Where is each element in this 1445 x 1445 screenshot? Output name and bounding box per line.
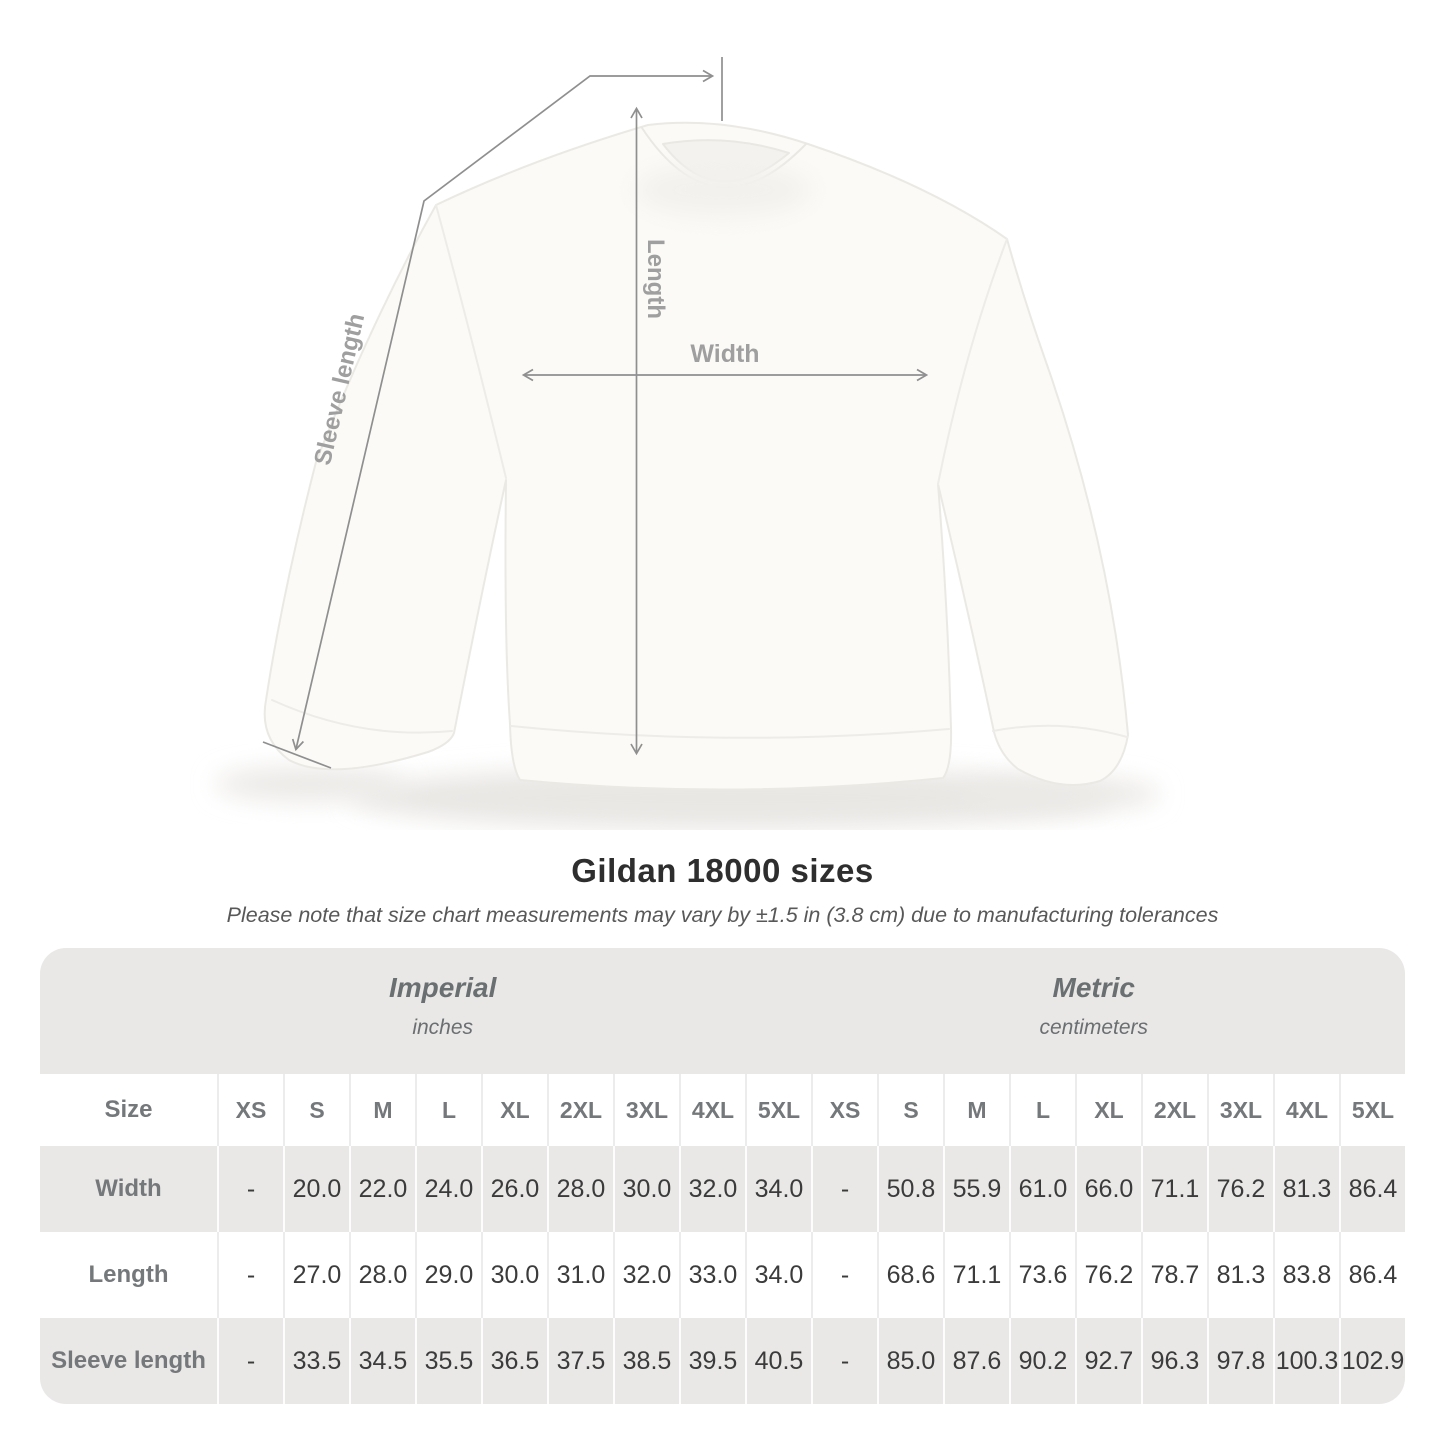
size-header-row: Size XS S M L XL 2XL 3XL 4XL 5XL XS S M L XL 2XL 3XL 4XL 5… xyxy=(40,1074,1405,1146)
imperial-value: 33.0 xyxy=(679,1232,745,1318)
imperial-size-header: XL xyxy=(481,1074,547,1146)
metric-value: 66.0 xyxy=(1075,1146,1141,1232)
metric-value: 85.0 xyxy=(877,1318,943,1404)
metric-value: 76.2 xyxy=(1075,1232,1141,1318)
metric-unit-group: Metric centimeters xyxy=(1039,972,1148,1040)
metric-value: 86.4 xyxy=(1339,1146,1405,1232)
imperial-value: 34.0 xyxy=(745,1232,811,1318)
cuff-tick xyxy=(262,741,332,769)
tolerance-note: Please note that size chart measurements… xyxy=(226,903,1219,927)
units-band: Imperial inches Metric centimeters xyxy=(40,948,1405,1074)
imperial-value: 34.0 xyxy=(745,1146,811,1232)
metric-value: 68.6 xyxy=(877,1232,943,1318)
imperial-value: 28.0 xyxy=(349,1232,415,1318)
imperial-value: - xyxy=(217,1146,283,1232)
metric-value: 102.9 xyxy=(1339,1318,1405,1404)
imperial-value: 40.5 xyxy=(745,1318,811,1404)
imperial-size-header: S xyxy=(283,1074,349,1146)
imperial-size-header: 3XL xyxy=(613,1074,679,1146)
imperial-value: 38.5 xyxy=(613,1318,679,1404)
imperial-value: 30.0 xyxy=(613,1146,679,1232)
imperial-label: Imperial xyxy=(388,972,497,1003)
metric-label: Metric xyxy=(1052,972,1135,1003)
row-label: Length xyxy=(88,1261,169,1288)
table-row: Width -20.0 22.0 24.0 26.0 28.0 30.0 32.0 34.0-5… xyxy=(40,1146,1405,1232)
imperial-value: 20.0 xyxy=(283,1146,349,1232)
metric-size-header: XL xyxy=(1075,1074,1141,1146)
row-label: Sleeve length xyxy=(51,1347,206,1374)
imperial-value: 26.0 xyxy=(481,1146,547,1232)
length-label: Length xyxy=(642,239,669,319)
metric-size-header: 2XL xyxy=(1141,1074,1207,1146)
imperial-value: 32.0 xyxy=(679,1146,745,1232)
imperial-size-header: XS xyxy=(217,1074,283,1146)
imperial-value: 31.0 xyxy=(547,1232,613,1318)
imperial-value: 39.5 xyxy=(679,1318,745,1404)
metric-value: 92.7 xyxy=(1075,1318,1141,1404)
imperial-value: 33.5 xyxy=(283,1318,349,1404)
size-table: Imperial inches Metric centimeters Size X… xyxy=(40,948,1405,1404)
width-label: Width xyxy=(690,340,759,368)
metric-value: 96.3 xyxy=(1141,1318,1207,1404)
imperial-value: 35.5 xyxy=(415,1318,481,1404)
row-label: Width xyxy=(95,1175,162,1202)
size-table-body: Width -20.0 22.0 24.0 26.0 28.0 30.0 32.0 34.0-5… xyxy=(40,1146,1405,1404)
metric-size-header: S xyxy=(877,1074,943,1146)
imperial-size-header: L xyxy=(415,1074,481,1146)
imperial-size-header: 4XL xyxy=(679,1074,745,1146)
metric-unit-label: centimeters xyxy=(1039,1016,1149,1039)
metric-size-header: XS xyxy=(811,1074,877,1146)
metric-value: 73.6 xyxy=(1009,1232,1075,1318)
table-row: Sleeve length -33.5 34.5 35.5 36.5 37.5 38.5 39… xyxy=(40,1318,1405,1404)
imperial-size-header: M xyxy=(349,1074,415,1146)
imperial-value: 28.0 xyxy=(547,1146,613,1232)
imperial-value: 30.0 xyxy=(481,1232,547,1318)
metric-value: 71.1 xyxy=(1141,1146,1207,1232)
imperial-value: 34.5 xyxy=(349,1318,415,1404)
imperial-value: 24.0 xyxy=(415,1146,481,1232)
metric-value: 55.9 xyxy=(943,1146,1009,1232)
measurement-annotations xyxy=(262,57,929,769)
metric-size-header: M xyxy=(943,1074,1009,1146)
imperial-size-header: 2XL xyxy=(547,1074,613,1146)
sweatshirt-diagram: Width Length Sleeve length xyxy=(215,57,1160,830)
metric-value: 86.4 xyxy=(1339,1232,1405,1318)
size-column-header: Size xyxy=(104,1096,153,1123)
imperial-value: - xyxy=(217,1318,283,1404)
imperial-unit-group: Imperial inches xyxy=(389,972,496,1040)
metric-value: 61.0 xyxy=(1009,1146,1075,1232)
metric-size-header: 4XL xyxy=(1273,1074,1339,1146)
imperial-unit-label: inches xyxy=(412,1016,474,1039)
metric-value: 87.6 xyxy=(943,1318,1009,1404)
imperial-size-header: 5XL xyxy=(745,1074,811,1146)
sweatshirt-illustration xyxy=(263,121,1129,791)
metric-value: 81.3 xyxy=(1273,1146,1339,1232)
metric-value: 71.1 xyxy=(943,1232,1009,1318)
imperial-value: 37.5 xyxy=(547,1318,613,1404)
metric-value: - xyxy=(811,1232,877,1318)
metric-value: 50.8 xyxy=(877,1146,943,1232)
metric-value: 81.3 xyxy=(1207,1232,1273,1318)
imperial-value: 29.0 xyxy=(415,1232,481,1318)
metric-value: 76.2 xyxy=(1207,1146,1273,1232)
page-title: Gildan 18000 sizes xyxy=(571,852,874,889)
imperial-value: 22.0 xyxy=(349,1146,415,1232)
metric-size-header: L xyxy=(1009,1074,1075,1146)
metric-size-header: 5XL xyxy=(1339,1074,1405,1146)
imperial-value: 32.0 xyxy=(613,1232,679,1318)
metric-value: 100.3 xyxy=(1273,1318,1339,1404)
imperial-value: 27.0 xyxy=(283,1232,349,1318)
metric-value: 97.8 xyxy=(1207,1318,1273,1404)
sleeve-length-arrow xyxy=(291,69,715,752)
table-row: Length -27.0 28.0 29.0 30.0 31.0 32.0 33.0 34.0-… xyxy=(40,1232,1405,1318)
metric-value: 83.8 xyxy=(1273,1232,1339,1318)
metric-value: 78.7 xyxy=(1141,1232,1207,1318)
imperial-value: - xyxy=(217,1232,283,1318)
metric-size-header: 3XL xyxy=(1207,1074,1273,1146)
imperial-value: 36.5 xyxy=(481,1318,547,1404)
metric-value: - xyxy=(811,1146,877,1232)
metric-value: - xyxy=(811,1318,877,1404)
metric-value: 90.2 xyxy=(1009,1318,1075,1404)
